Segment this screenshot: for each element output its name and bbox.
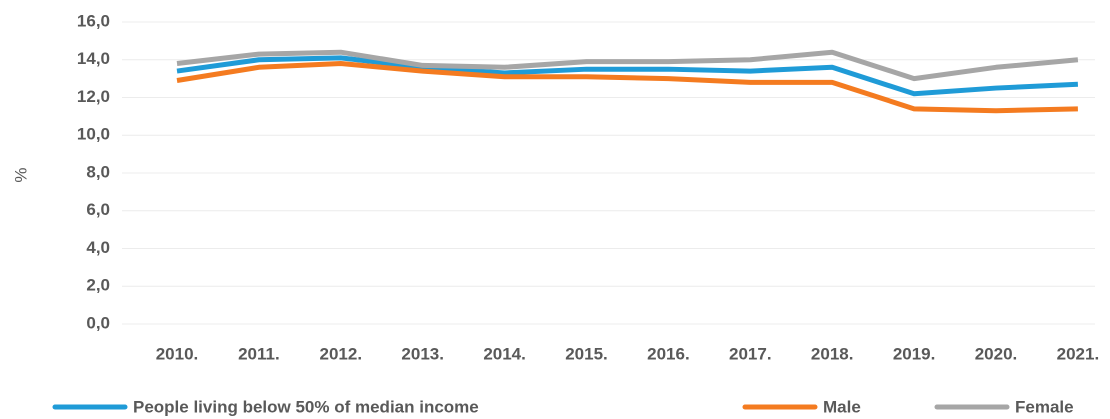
x-tick-label: 2020. xyxy=(975,344,1018,363)
y-tick-label: 8,0 xyxy=(86,162,110,181)
x-tick-label: 2015. xyxy=(565,344,608,363)
series-line xyxy=(176,61,1078,114)
x-tick-label: 2021. xyxy=(1057,344,1100,363)
y-tick-label: 16,0 xyxy=(77,11,110,30)
legend-label: Male xyxy=(823,397,861,416)
x-tick-label: 2019. xyxy=(893,344,936,363)
x-tick-label: 2012. xyxy=(320,344,363,363)
x-tick-label: 2018. xyxy=(811,344,854,363)
y-tick-label: 4,0 xyxy=(86,238,110,257)
x-tick-label: 2016. xyxy=(647,344,690,363)
y-tick-label: 0,0 xyxy=(86,313,110,332)
x-tick-label: 2010. xyxy=(156,344,199,363)
x-tick-label: 2014. xyxy=(483,344,526,363)
y-axis-label: % xyxy=(11,167,30,182)
series-line xyxy=(176,49,1079,82)
x-tick-label: 2011. xyxy=(238,344,280,363)
y-tick-label: 2,0 xyxy=(86,276,110,295)
y-tick-label: 12,0 xyxy=(77,87,110,106)
x-tick-label: 2013. xyxy=(401,344,444,363)
x-tick-label: 2017. xyxy=(729,344,772,363)
legend-label: Female xyxy=(1015,397,1074,416)
y-tick-label: 10,0 xyxy=(77,125,110,144)
legend-label: People living below 50% of median income xyxy=(133,397,479,416)
series-line xyxy=(176,55,1079,97)
y-tick-label: 14,0 xyxy=(77,49,110,68)
y-tick-label: 6,0 xyxy=(86,200,110,219)
